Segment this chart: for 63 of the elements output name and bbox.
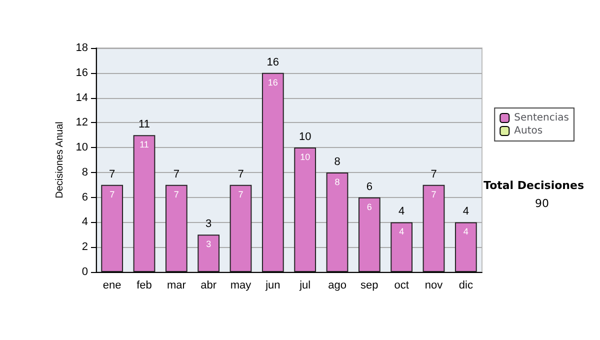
- x-tick-label: feb: [136, 280, 152, 292]
- text: 90: [535, 197, 550, 210]
- bar: [294, 148, 316, 272]
- total-label: 8: [334, 156, 340, 168]
- bar: [262, 72, 284, 272]
- data-label: 6: [366, 202, 372, 212]
- x-tick-label: may: [230, 280, 252, 292]
- x-tick-label: ene: [102, 280, 122, 292]
- total-label: 11: [138, 118, 150, 131]
- total-label: 3: [206, 218, 212, 230]
- total-label: 7: [109, 168, 116, 180]
- x-tick-label: ago: [328, 280, 346, 292]
- data-label: 7: [110, 189, 115, 200]
- bar: [454, 222, 477, 272]
- data-label: 3: [206, 239, 212, 250]
- y-tick-label: 8: [82, 166, 88, 178]
- y-tick-label: 16: [76, 66, 88, 79]
- y-tick-label: 10: [76, 142, 88, 154]
- data-label: 11: [140, 140, 149, 150]
- x-tick-label: jun: [264, 280, 280, 292]
- y-tick-label: 14: [76, 92, 88, 104]
- data-label: 7: [238, 189, 244, 200]
- total-label: 7: [430, 168, 437, 180]
- x-tick-label: mar: [166, 280, 186, 292]
- total-label: 10: [298, 131, 312, 144]
- y-tick-label: 12: [76, 116, 88, 129]
- bar: [230, 184, 252, 272]
- data-label: 8: [334, 176, 340, 187]
- data-label: 7: [431, 189, 436, 200]
- data-label: 10: [300, 152, 310, 162]
- bar: [101, 184, 124, 272]
- legend-label: Autos: [514, 126, 543, 136]
- y-tick-label: 0: [82, 266, 88, 278]
- data-label: 7: [174, 189, 179, 200]
- total-label: 16: [266, 56, 280, 68]
- bar: [326, 172, 348, 272]
- y-axis-title: Decisiones Anual: [54, 122, 66, 198]
- y-tick-label: 6: [82, 191, 88, 204]
- bar: [422, 184, 445, 272]
- y-tick-label: 4: [82, 216, 88, 228]
- total-label: 4: [462, 206, 469, 218]
- x-tick-label: nov: [424, 280, 444, 292]
- bar: [165, 184, 188, 272]
- x-tick-label: jul: [298, 280, 311, 292]
- total-label: 4: [398, 206, 405, 218]
- x-tick-label: sep: [360, 280, 378, 292]
- bar: [198, 234, 220, 272]
- bar: [133, 135, 156, 272]
- data-label: 4: [399, 226, 404, 237]
- text: Total Decisiones: [484, 179, 584, 192]
- total-label: 6: [366, 180, 372, 193]
- total-label: 7: [173, 168, 180, 180]
- data-label: 16: [268, 77, 278, 88]
- total-label: 7: [238, 168, 244, 180]
- bar: [390, 222, 413, 272]
- bar: [358, 197, 380, 272]
- x-tick-label: abr: [200, 280, 217, 292]
- x-tick-label: dic: [458, 280, 474, 292]
- y-tick-label: 18: [76, 42, 88, 54]
- y-tick-label: 2: [82, 241, 88, 254]
- x-tick-label: oct: [394, 280, 409, 292]
- legend-label: Sentencias: [514, 112, 570, 124]
- data-label: 4: [463, 226, 468, 237]
